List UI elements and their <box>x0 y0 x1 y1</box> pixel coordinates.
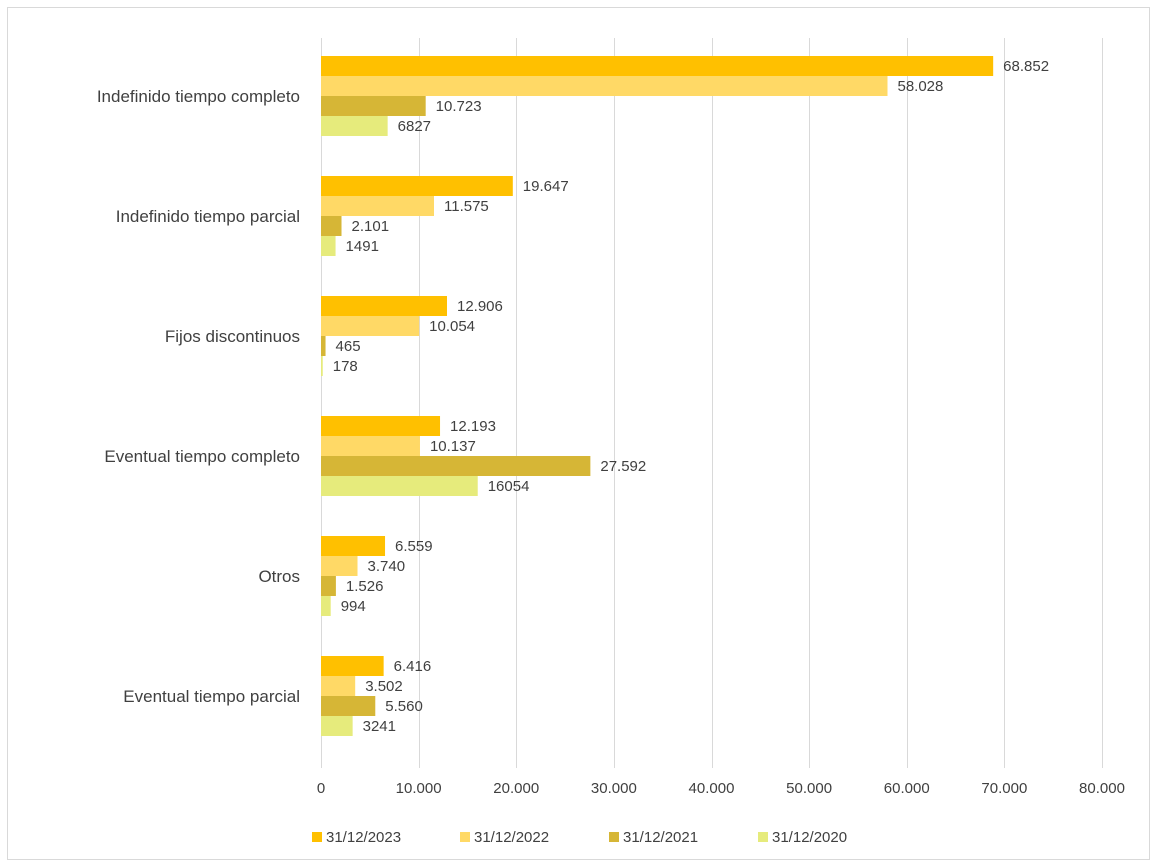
x-tick-label: 30.000 <box>591 780 637 797</box>
data-label: 2.101 <box>352 218 390 235</box>
data-label: 6.416 <box>394 658 432 675</box>
legend: 31/12/2023 31/12/2022 31/12/2021 31/12/2020 <box>312 829 847 846</box>
bar <box>321 56 994 76</box>
legend-swatch <box>312 832 322 842</box>
bar <box>321 236 336 256</box>
bar <box>321 336 326 356</box>
bar <box>321 356 323 376</box>
data-label: 58.028 <box>897 78 943 95</box>
x-tick-label: 80.000 <box>1079 780 1125 797</box>
x-tick-label: 0 <box>317 780 325 797</box>
legend-label: 31/12/2023 <box>326 829 401 846</box>
bar <box>321 416 441 436</box>
x-tick-label: 50.000 <box>786 780 832 797</box>
x-tick-label: 20.000 <box>493 780 539 797</box>
x-axis-tick-labels: 0 10.000 20.000 30.000 40.000 50.000 60.000 70.… <box>317 780 1125 797</box>
category-labels: Indefinido tiempo completo Indefinido tie… <box>97 87 300 706</box>
data-label: 11.575 <box>444 198 489 215</box>
data-label: 10.054 <box>429 318 475 335</box>
legend-label: 31/12/2020 <box>772 829 847 846</box>
bar <box>321 456 591 476</box>
category-label: Indefinido tiempo completo <box>97 87 300 106</box>
bar <box>321 296 447 316</box>
data-label: 27.592 <box>600 458 646 475</box>
bar <box>321 476 478 496</box>
data-label: 465 <box>336 338 361 355</box>
bar <box>321 76 888 96</box>
bars <box>321 56 994 736</box>
category-label: Indefinido tiempo parcial <box>116 207 300 226</box>
data-label: 12.193 <box>450 418 496 435</box>
bar <box>321 676 356 696</box>
category-label: Eventual tiempo parcial <box>123 687 300 706</box>
x-tick-label: 10.000 <box>396 780 442 797</box>
bar <box>321 596 331 616</box>
bar <box>321 536 386 556</box>
bar <box>321 316 420 336</box>
legend-swatch <box>460 832 470 842</box>
data-label: 178 <box>333 358 358 375</box>
bar <box>321 576 336 596</box>
chart-frame <box>7 7 1150 860</box>
data-label: 3241 <box>363 718 396 735</box>
data-labels: 68.852 58.028 10.723 6827 19.647 11.575 2.101 1… <box>333 58 1049 735</box>
data-label: 19.647 <box>523 178 569 195</box>
bar <box>321 96 426 116</box>
bar <box>321 196 435 216</box>
bar <box>321 716 353 736</box>
legend-swatch <box>609 832 619 842</box>
data-label: 1.526 <box>346 578 384 595</box>
bar <box>321 556 358 576</box>
category-label: Otros <box>258 567 300 586</box>
gridlines <box>321 38 1103 768</box>
legend-swatch <box>758 832 768 842</box>
legend-label: 31/12/2022 <box>474 829 549 846</box>
data-label: 12.906 <box>457 298 503 315</box>
data-label: 994 <box>341 598 366 615</box>
data-label: 6.559 <box>395 538 433 555</box>
category-label: Fijos discontinuos <box>165 327 300 346</box>
data-label: 16054 <box>488 478 530 495</box>
x-tick-label: 40.000 <box>689 780 735 797</box>
data-label: 1491 <box>346 238 379 255</box>
bar <box>321 176 513 196</box>
data-label: 6827 <box>398 118 431 135</box>
data-label: 5.560 <box>385 698 423 715</box>
data-label: 3.740 <box>368 558 406 575</box>
category-label: Eventual tiempo completo <box>104 447 300 466</box>
x-tick-label: 60.000 <box>884 780 930 797</box>
data-label: 68.852 <box>1003 58 1049 75</box>
bar <box>321 116 388 136</box>
legend-label: 31/12/2021 <box>623 829 698 846</box>
bar <box>321 656 384 676</box>
data-label: 3.502 <box>365 678 403 695</box>
data-label: 10.723 <box>436 98 482 115</box>
x-tick-label: 70.000 <box>981 780 1027 797</box>
bar <box>321 216 342 236</box>
bar <box>321 436 420 456</box>
bar <box>321 696 376 716</box>
data-label: 10.137 <box>430 438 476 455</box>
